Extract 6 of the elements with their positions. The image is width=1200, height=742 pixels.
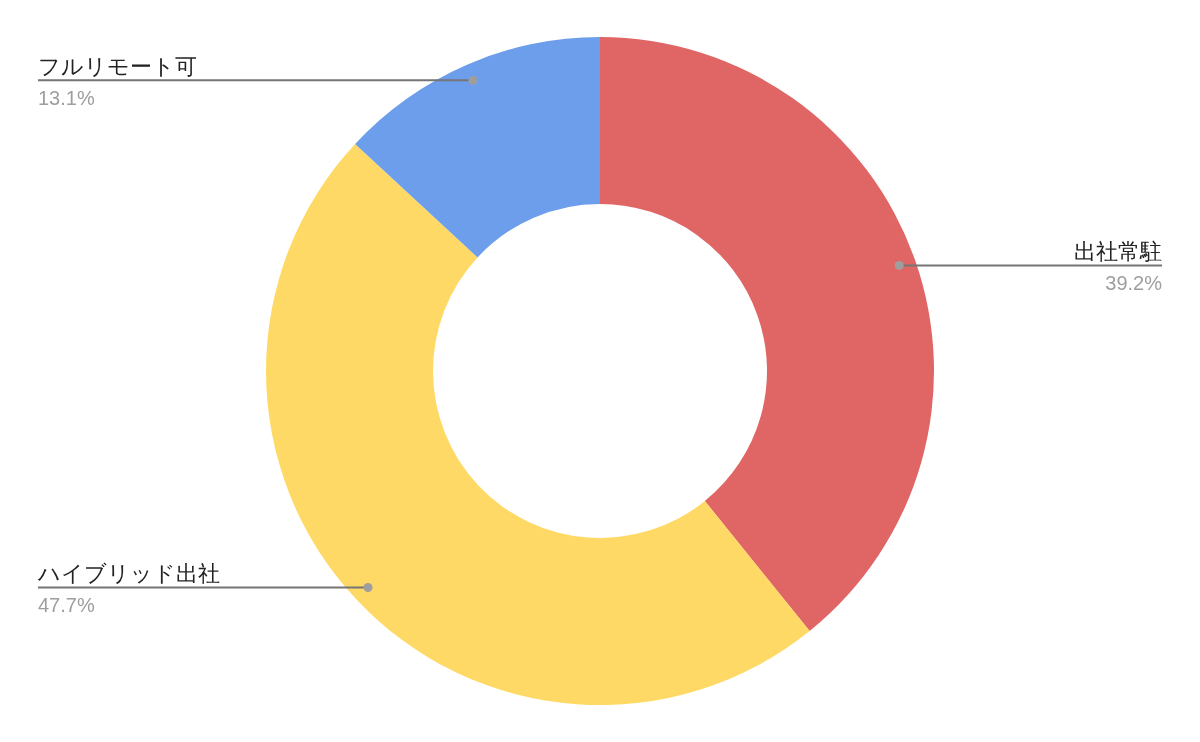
data-label: 13.1%: [38, 87, 95, 110]
slice-label: 出社常駐: [1074, 239, 1162, 265]
slice-label: フルリモート可: [38, 54, 197, 80]
data-label: 47.7%: [38, 594, 95, 617]
slice-label: ハイブリッド出社: [37, 561, 220, 587]
data-label: 39.2%: [1105, 272, 1163, 295]
